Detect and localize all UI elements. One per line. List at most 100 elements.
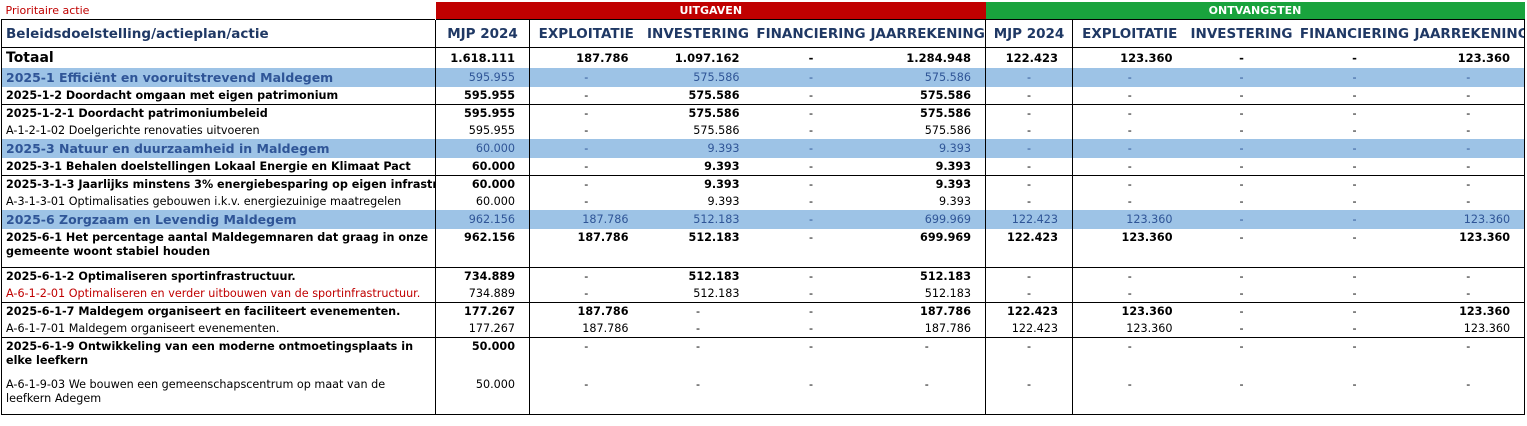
cell-value: - <box>1412 158 1526 176</box>
row-label: A-6-1-2-01 Optimaliseren en verder uitbo… <box>1 285 436 303</box>
cell-value: - <box>1352 286 1357 300</box>
cell-value: 575.586 <box>868 87 986 105</box>
cell-value: 575.586 <box>868 122 986 139</box>
cell-value: - <box>1296 210 1413 229</box>
cell-value: 187.786 <box>529 210 643 229</box>
cell-value: 9.393 <box>707 194 740 208</box>
cell-value: 512.183 <box>868 285 986 303</box>
cell-value: - <box>1412 87 1526 105</box>
cell-value: 177.267 <box>435 320 530 338</box>
cell-value: 187.786 <box>576 51 629 65</box>
cell-value: 9.393 <box>642 139 754 158</box>
cell-value: 60.000 <box>435 175 530 193</box>
cell-value: 595.955 <box>435 104 530 122</box>
cell-value: - <box>1296 337 1413 376</box>
cell-value: 122.423 <box>985 320 1073 338</box>
table-row: 2025-3-1-3 Jaarlijks minstens 3% energie… <box>1 175 1526 193</box>
col-u-financiering: FINANCIERING <box>753 19 869 48</box>
table-row: 2025-3 Natuur en duurzaamheid in Maldege… <box>1 139 1526 158</box>
cell-value: - <box>642 376 754 415</box>
cell-value: 1.097.162 <box>674 51 740 65</box>
row-label: 2025-6-1-7 Maldegem organiseert en facil… <box>1 302 436 320</box>
cell-value: - <box>808 321 814 335</box>
column-header-row: Beleidsdoelstelling/actieplan/actie MJP … <box>1 19 1526 48</box>
cell-value: - <box>808 231 814 244</box>
cell-value: - <box>1352 159 1357 173</box>
cell-value: - <box>753 337 869 376</box>
cell-value: - <box>1186 210 1297 229</box>
table-row: A-6-1-7-01 Maldegem organiseert evenemen… <box>1 320 1526 338</box>
col-o-investering: INVESTERING <box>1186 19 1297 48</box>
cell-value: - <box>1072 267 1187 285</box>
row-label: 2025-3-1-3 Jaarlijks minstens 3% energie… <box>1 175 436 193</box>
table-row: A-6-1-2-01 Optimaliseren en verder uitbo… <box>1 285 1526 303</box>
cell-value: - <box>1072 376 1187 415</box>
cell-value: 962.156 <box>435 210 530 229</box>
cell-value: - <box>1239 321 1244 335</box>
cell-value: 512.183 <box>868 267 986 285</box>
cell-value: - <box>1072 104 1187 122</box>
row-label: A-6-1-9-03 We bouwen een gemeenschapscen… <box>1 376 436 415</box>
cell-value: - <box>1412 337 1526 376</box>
cell-value: - <box>985 68 1073 87</box>
cell-value: - <box>1186 302 1297 320</box>
cell-value: - <box>584 88 589 102</box>
col-u-mjp: MJP 2024 <box>435 19 530 48</box>
cell-value: - <box>529 337 643 376</box>
cell-value: - <box>985 175 1073 193</box>
cell-value: - <box>1072 139 1187 158</box>
cell-value: 187.786 <box>868 320 986 338</box>
cell-value: 1.618.111 <box>435 47 530 68</box>
cell-value: 512.183 <box>642 210 754 229</box>
table-row: A-3-1-3-01 Optimalisaties gebouwen i.k.v… <box>1 193 1526 210</box>
cell-value: - <box>642 302 754 320</box>
cell-value: - <box>753 68 869 87</box>
cell-value: - <box>1412 122 1526 139</box>
row-label: A-6-1-7-01 Maldegem organiseert evenemen… <box>1 320 436 338</box>
cell-value: 123.360 <box>1412 210 1526 229</box>
cell-value: 187.786 <box>577 231 629 244</box>
cell-value: - <box>529 175 643 193</box>
col-u-jaarrekening: JAARREKENING <box>868 19 986 48</box>
table-row: 2025-6-1 Het percentage aantal Maldegemn… <box>1 229 1526 268</box>
cell-value: - <box>868 337 986 376</box>
table-row: 2025-1-2 Doordacht omgaan met eigen patr… <box>1 87 1526 105</box>
cell-value: - <box>1412 267 1526 285</box>
cell-value: - <box>985 285 1073 303</box>
cell-value: 512.183 <box>688 231 740 244</box>
cell-value: - <box>1186 175 1297 193</box>
cell-value: 9.393 <box>868 158 986 176</box>
cell-value: - <box>985 337 1073 376</box>
cell-value: 122.423 <box>985 210 1073 229</box>
row-label: 2025-1-2 Doordacht omgaan met eigen patr… <box>1 87 436 105</box>
cell-value: - <box>1127 88 1132 102</box>
row-label: 2025-6-1 Het percentage aantal Maldegemn… <box>1 229 436 268</box>
cell-value: - <box>1072 337 1187 376</box>
cell-value: - <box>753 267 869 285</box>
cell-value: - <box>1127 123 1132 137</box>
row-label: 2025-1 Efficiënt en vooruitstrevend Mald… <box>1 68 436 87</box>
cell-value: - <box>985 122 1073 139</box>
table-row: A-1-2-1-02 Doelgerichte renovaties uitvo… <box>1 122 1526 139</box>
cell-value: - <box>808 194 814 208</box>
cell-value: - <box>985 139 1073 158</box>
cell-value: - <box>1186 104 1297 122</box>
cell-value: 123.360 <box>1412 302 1526 320</box>
cell-value: - <box>1296 175 1413 193</box>
cell-value: - <box>1352 194 1357 208</box>
cell-value: - <box>642 337 754 376</box>
cell-value: - <box>1412 175 1526 193</box>
col-label: Beleidsdoelstelling/actieplan/actie <box>1 19 436 48</box>
cell-value: - <box>1186 139 1297 158</box>
cell-value: - <box>1127 194 1132 208</box>
cell-value: - <box>753 376 869 415</box>
row-label: 2025-6-1-2 Optimaliseren sportinfrastruc… <box>1 267 436 285</box>
cell-value: - <box>1296 104 1413 122</box>
cell-value: 9.393 <box>868 139 986 158</box>
cell-value: - <box>1296 376 1413 415</box>
col-o-jaarrekening: JAARREKENING <box>1412 19 1526 48</box>
cell-value: - <box>584 159 589 173</box>
cell-value: 123.360 <box>1121 231 1173 244</box>
cell-value: - <box>584 286 589 300</box>
